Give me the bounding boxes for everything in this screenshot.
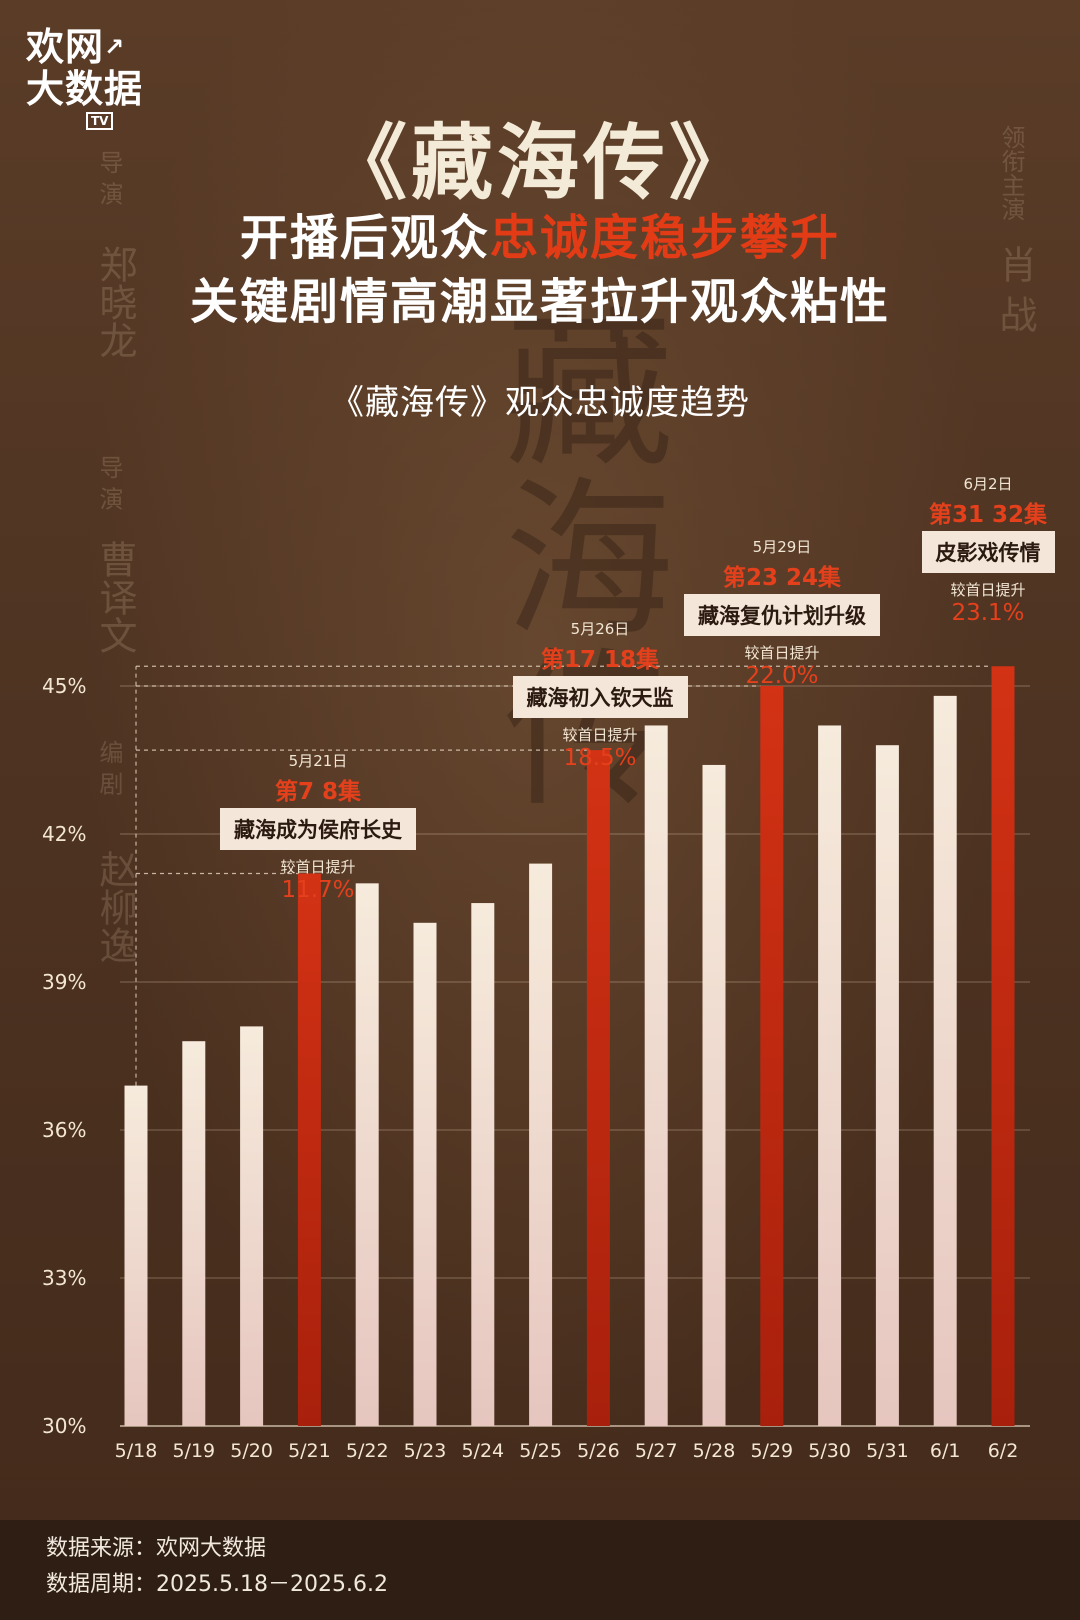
bar <box>355 883 379 1426</box>
credit-director1-name: 郑晓龙 <box>93 245 137 359</box>
calligraphy-watermark: 藏海传 <box>474 300 672 810</box>
x-tick-label: 5/28 <box>693 1440 736 1462</box>
brand-line1: 欢网 <box>26 25 105 69</box>
credit-director2-name: 曹译文 <box>93 540 137 654</box>
footer: 数据来源：欢网大数据 数据周期：2025.5.18－2025.6.2 <box>0 1520 1080 1620</box>
bar <box>586 750 610 1426</box>
credit-director1-role: 导 演 <box>95 150 123 206</box>
trend-arrow-icon: ↗ <box>104 33 126 61</box>
bar <box>240 1026 264 1426</box>
x-tick-label: 5/20 <box>230 1440 273 1462</box>
bar <box>529 863 553 1426</box>
brand-line2: 大数据 <box>26 67 144 111</box>
x-tick-label: 5/21 <box>288 1440 331 1462</box>
credit-lead-role: 领衔主演 <box>997 125 1025 221</box>
annotation-percent: 18.5% <box>563 745 637 771</box>
y-tick-label: 39% <box>42 970 86 994</box>
bar <box>644 725 668 1426</box>
bar <box>413 922 437 1426</box>
y-tick-label: 33% <box>42 1266 86 1290</box>
annotation-episode: 第7 8集 <box>274 779 361 805</box>
brand-tv-badge: TV <box>86 112 114 130</box>
credit-director2-role: 导 演 <box>95 455 123 511</box>
subtitle1-text: 开播后观众 <box>239 210 490 266</box>
annotation-episode: 第17 18集 <box>540 647 660 673</box>
annotation-event: 皮影戏传情 <box>921 531 1055 573</box>
x-tick-label: 5/23 <box>404 1440 447 1462</box>
bar <box>182 1041 206 1426</box>
annotation-compare-label: 较首日提升 <box>950 581 1026 599</box>
y-tick-label: 30% <box>42 1414 86 1438</box>
page-title: 《藏海传》 <box>324 115 755 211</box>
annotation-date: 5月29日 <box>752 538 812 556</box>
annotation-percent: 11.7% <box>281 877 355 903</box>
x-tick-label: 5/31 <box>866 1440 909 1462</box>
annotation: 5月26日第17 18集藏海初入钦天监较首日提升 18.5% <box>470 618 730 771</box>
annotation: 5月21日第7 8集藏海成为侯府长史较首日提升 11.7% <box>188 750 448 903</box>
x-tick-label: 5/30 <box>808 1440 851 1462</box>
y-tick-label: 45% <box>42 674 86 698</box>
subtitle1-highlight: 忠诚度稳步攀升 <box>490 210 841 266</box>
subtitle-line2: 关键剧情高潮显著拉升观众粘性 <box>189 274 890 330</box>
y-tick-label: 42% <box>42 822 86 846</box>
x-tick-label: 5/18 <box>115 1440 158 1462</box>
annotation-event: 藏海初入钦天监 <box>512 676 688 718</box>
credit-writer-name: 赵柳逸 <box>93 850 137 964</box>
annotation-event: 藏海成为侯府长史 <box>220 808 416 850</box>
brand-logo: 欢网↗ 大数据 TV <box>26 25 144 130</box>
x-tick-label: 5/22 <box>346 1440 389 1462</box>
annotation-episode: 第31 32集 <box>928 502 1048 528</box>
annotation-compare-label: 较首日提升 <box>280 858 356 876</box>
x-tick-label: 5/19 <box>172 1440 215 1462</box>
bar <box>124 1085 148 1426</box>
subtitle-line1: 开播后观众忠诚度稳步攀升 <box>0 198 1080 268</box>
chart-title: 《藏海传》观众忠诚度趋势 <box>330 383 750 423</box>
annotation-date: 5月26日 <box>570 620 630 638</box>
bar <box>933 695 957 1426</box>
annotation-compare-label: 较首日提升 <box>744 644 820 662</box>
bar <box>702 764 726 1426</box>
annotation-date: 5月21日 <box>288 752 348 770</box>
annotation-percent: 23.1% <box>951 600 1025 626</box>
x-tick-label: 5/29 <box>750 1440 793 1462</box>
y-tick-label: 36% <box>42 1118 86 1142</box>
annotation-event: 藏海复仇计划升级 <box>684 594 880 636</box>
credit-lead-name: 肖 战 <box>993 245 1037 334</box>
annotation-compare-label: 较首日提升 <box>562 726 638 744</box>
data-source: 数据来源：欢网大数据 <box>46 1536 267 1561</box>
x-tick-label: 5/24 <box>461 1440 504 1462</box>
x-tick-label: 6/1 <box>930 1440 961 1462</box>
bar <box>818 725 842 1426</box>
x-tick-label: 6/2 <box>988 1440 1019 1462</box>
bar <box>991 666 1015 1426</box>
annotation-percent: 22.0% <box>745 663 819 689</box>
x-tick-label: 5/27 <box>635 1440 678 1462</box>
x-tick-label: 5/26 <box>577 1440 620 1462</box>
x-tick-label: 5/25 <box>519 1440 562 1462</box>
bar <box>471 903 495 1426</box>
credit-writer-role: 编 剧 <box>95 740 123 796</box>
bar <box>875 745 899 1426</box>
annotation-date: 6月2日 <box>963 475 1013 493</box>
bar <box>760 686 784 1426</box>
annotation: 6月2日第31 32集皮影戏传情较首日提升 23.1% <box>858 473 1080 626</box>
annotation: 5月29日第23 24集藏海复仇计划升级较首日提升 22.0% <box>652 536 912 689</box>
data-period: 数据周期：2025.5.18－2025.6.2 <box>46 1572 388 1597</box>
annotation-episode: 第23 24集 <box>722 565 842 591</box>
bar <box>297 873 321 1426</box>
